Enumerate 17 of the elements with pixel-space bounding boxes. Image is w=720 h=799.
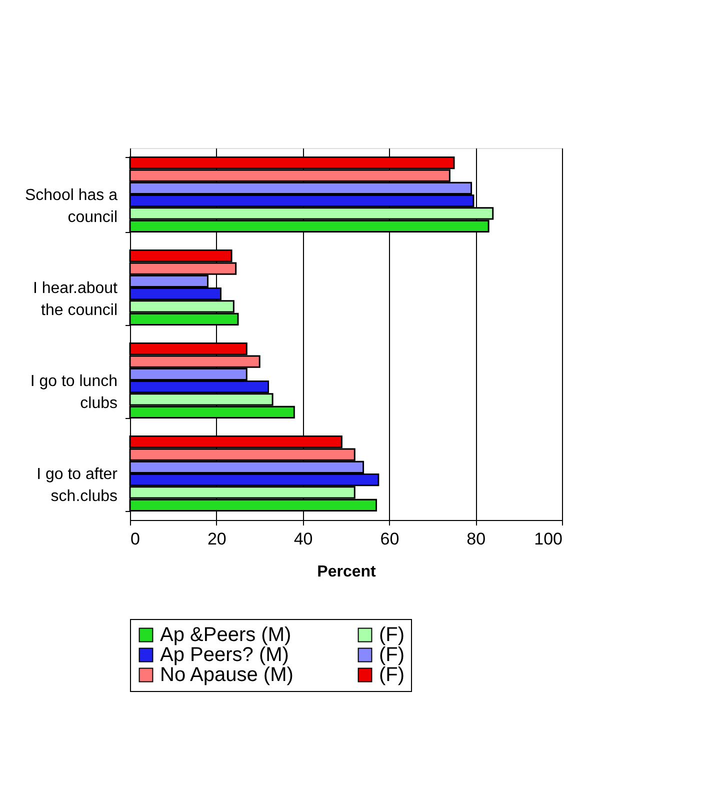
y-tick-label: I hear.about the council (32, 280, 118, 319)
y-tick-label: School has a council (24, 187, 118, 226)
legend-label: (F) (379, 664, 405, 686)
x-axis-title: Percent (317, 564, 377, 580)
legend-label: Ap &Peers (M) (160, 624, 292, 646)
x-tick-label: 0 (130, 530, 140, 548)
legend-label: Ap Peers? (M) (160, 644, 289, 666)
x-tick-label: 40 (294, 530, 313, 548)
y-tick-label: I go to after sch.clubs (36, 466, 118, 505)
x-tick-label: 100 (534, 530, 562, 548)
x-tick-label: 60 (380, 530, 400, 548)
legend-label: (F) (379, 644, 405, 666)
x-tick-label: 80 (466, 530, 486, 548)
legend-label: (F) (379, 624, 405, 646)
legend-label: No Apause (M) (160, 664, 294, 686)
y-tick-label: I go to lunch clubs (30, 373, 118, 412)
x-tick-label: 20 (207, 530, 226, 548)
